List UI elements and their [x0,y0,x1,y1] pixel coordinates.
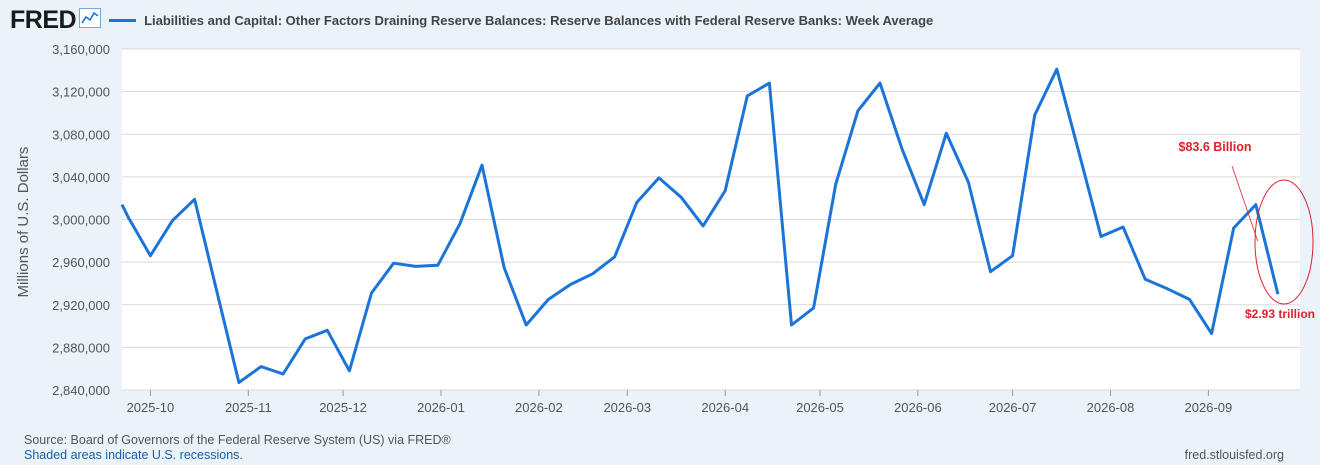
data-point[interactable] [656,175,662,181]
data-point[interactable] [236,380,242,386]
x-tick-label: 2025-11 [225,400,272,415]
data-point[interactable] [214,288,220,294]
data-point[interactable] [899,146,905,152]
y-tick-label: 2,880,000 [52,340,110,355]
data-point[interactable] [413,263,419,269]
x-tick-label: 2026-05 [796,400,844,415]
data-point[interactable] [545,296,551,302]
y-tick-label: 2,840,000 [52,383,110,398]
data-point[interactable] [1054,66,1060,72]
data-point[interactable] [1275,291,1281,297]
series-title: Liabilities and Capital: Other Factors D… [144,12,934,28]
y-tick-label: 3,160,000 [52,42,110,57]
x-tick-label: 2026-04 [701,400,749,415]
y-tick-label: 3,040,000 [52,170,110,185]
series-legend-swatch [109,18,137,22]
data-point[interactable] [921,202,927,208]
data-point[interactable] [125,214,131,220]
data-point[interactable] [1032,112,1038,118]
x-tick-label: 2026-03 [603,400,651,415]
data-point[interactable] [678,194,684,200]
x-tick-label: 2026-09 [1185,400,1233,415]
data-point[interactable] [700,223,706,229]
highlight-ellipse [1254,179,1314,305]
data-point[interactable] [1076,149,1082,155]
data-point[interactable] [302,336,308,342]
data-point[interactable] [722,188,728,194]
source-text: Source: Board of Governors of the Federa… [24,433,451,447]
data-point[interactable] [811,305,817,311]
data-point[interactable] [877,80,883,86]
data-point[interactable] [457,221,463,227]
data-point[interactable] [590,271,596,277]
data-point[interactable] [258,364,264,370]
data-point[interactable] [435,262,441,268]
data-point[interactable] [855,108,861,114]
x-tick-label: 2026-02 [515,400,563,415]
x-tick-label: 2026-06 [894,400,942,415]
data-point[interactable] [1164,286,1170,292]
data-point[interactable] [346,368,352,374]
recessions-link[interactable]: Shaded areas indicate U.S. recessions. [24,448,243,462]
data-point[interactable] [567,282,573,288]
data-point[interactable] [1010,253,1016,259]
fred-logo[interactable]: FRED [10,5,77,34]
y-axis-label: Millions of U.S. Dollars [15,147,32,298]
data-point[interactable] [766,80,772,86]
data-point[interactable] [147,253,153,259]
data-point[interactable] [368,290,374,296]
data-point[interactable] [119,202,125,208]
x-tick-label: 2025-12 [319,400,367,415]
x-tick-label: 2026-08 [1087,400,1135,415]
data-point[interactable] [987,269,993,275]
x-tick-label: 2026-07 [989,400,1037,415]
data-point[interactable] [943,130,949,136]
data-point[interactable] [501,264,507,270]
data-point[interactable] [1120,224,1126,230]
y-tick-label: 3,000,000 [52,213,110,228]
site-link[interactable]: fred.stlouisfed.org [1184,448,1284,462]
y-tick-label: 3,080,000 [52,127,110,142]
series-line[interactable] [120,67,1280,384]
y-tick-label: 2,960,000 [52,255,110,270]
annotation-trillion: $2.93 trillion [1245,307,1315,321]
y-tick-label: 2,920,000 [52,298,110,313]
data-point[interactable] [523,322,529,328]
data-point[interactable] [324,327,330,333]
data-point[interactable] [391,260,397,266]
data-point[interactable] [1209,331,1215,337]
footer-source: Source: Board of Governors of the Federa… [24,433,451,463]
data-point[interactable] [1253,202,1259,208]
data-point[interactable] [479,162,485,168]
data-point[interactable] [634,199,640,205]
data-point[interactable] [170,218,176,224]
data-point[interactable] [1098,234,1104,240]
data-point[interactable] [744,93,750,99]
data-point[interactable] [1231,225,1237,231]
annotation-arrow [1231,165,1259,242]
x-tick-label: 2025-10 [127,400,175,415]
trend-chart-icon [79,7,102,33]
x-tick-label: 2026-01 [417,400,465,415]
data-point[interactable] [1142,276,1148,282]
chart-header: FRED Liabilities and Capital: Other Fact… [10,6,933,34]
data-point[interactable] [192,196,198,202]
data-point[interactable] [833,181,839,187]
data-point[interactable] [965,179,971,185]
data-point[interactable] [612,254,618,260]
y-tick-label: 3,120,000 [52,85,110,100]
data-point[interactable] [280,371,286,377]
data-point[interactable] [1186,296,1192,302]
data-point[interactable] [789,322,795,328]
annotation-billion: $83.6 Billion [1179,140,1252,154]
